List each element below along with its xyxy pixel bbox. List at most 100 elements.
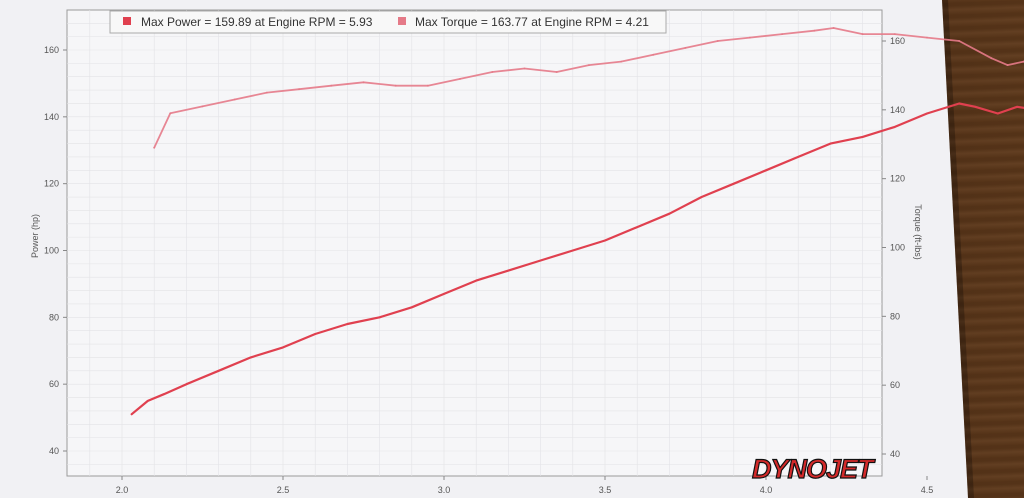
torque-data-point	[394, 84, 397, 87]
right-tick-label: 100	[890, 243, 905, 253]
left-axis-label: Power (hp)	[30, 214, 40, 258]
legend: Max Power = 159.89 at Engine RPM = 5.93 …	[109, 10, 667, 34]
power-data-point	[539, 259, 542, 262]
torque-data-point	[427, 84, 429, 87]
power-data-point	[996, 112, 999, 115]
torque-data-point	[523, 67, 526, 70]
left-axis-ticks: 160 140 120 100 80 60 40	[44, 45, 67, 456]
torque-data-point	[832, 27, 835, 29]
power-data-point	[829, 142, 832, 145]
torque-data-point	[893, 33, 896, 35]
left-tick-label: 160	[44, 45, 59, 55]
power-data-point	[249, 356, 252, 359]
left-tick-label: 40	[49, 446, 59, 456]
power-data-point	[861, 136, 864, 138]
power-data-point	[378, 316, 381, 319]
torque-data-point	[491, 71, 494, 73]
torque-data-point	[716, 40, 719, 42]
x-axis-ticks: 2.02.53.03.54.04.55.05.56.06.5	[116, 476, 934, 495]
x-tick-label: 3.0	[438, 485, 451, 495]
power-data-point	[732, 182, 735, 185]
power-data-point	[893, 126, 896, 128]
power-data-point	[958, 102, 961, 105]
right-axis-ticks: 160 140 120 100 80 60 40	[882, 36, 905, 459]
power-data-point	[765, 169, 767, 172]
torque-data-point	[861, 33, 864, 35]
power-data-point	[571, 249, 574, 252]
torque-data-point	[362, 81, 365, 84]
right-tick-label: 120	[890, 174, 905, 184]
left-tick-label: 80	[49, 312, 59, 322]
torque-series-line	[153, 27, 1024, 149]
legend-entry-torque: Max Torque = 163.77 at Engine RPM = 4.21	[415, 15, 649, 29]
power-data-point	[410, 306, 413, 309]
torque-data-point	[555, 71, 558, 73]
right-axis-label: Torque (ft-lbs)	[913, 204, 923, 260]
torque-data-point	[813, 29, 816, 32]
power-data-point	[475, 279, 478, 282]
power-data-point	[700, 196, 703, 198]
torque-data-point	[781, 33, 783, 35]
torque-data-point	[298, 88, 300, 91]
power-data-point	[282, 346, 284, 349]
x-tick-label: 3.5	[599, 485, 612, 495]
torque-data-point	[588, 64, 590, 66]
power-data-point	[314, 333, 317, 335]
torque-data-point	[652, 53, 655, 56]
torque-data-point	[153, 146, 156, 149]
torque-data-point	[620, 60, 622, 63]
power-data-point	[346, 323, 349, 325]
power-data-point	[668, 212, 671, 215]
torque-data-point	[958, 40, 961, 42]
legend-entry-power: Max Power = 159.89 at Engine RPM = 5.93	[141, 15, 373, 29]
legend-swatch-power	[123, 17, 131, 25]
power-data-point	[217, 369, 220, 372]
torque-data-point	[169, 112, 172, 115]
x-tick-label: 2.5	[277, 485, 290, 495]
right-tick-label: 160	[890, 36, 905, 46]
series-layer	[130, 27, 1024, 416]
torque-data-point	[201, 105, 204, 108]
torque-data-point	[330, 84, 333, 87]
torque-data-point	[233, 98, 236, 101]
power-data-point	[604, 239, 606, 242]
power-data-point	[926, 112, 928, 115]
left-tick-label: 100	[44, 246, 59, 256]
power-data-point	[130, 413, 133, 416]
dynojet-logo: DYNOJET	[751, 453, 877, 484]
power-data-point	[163, 393, 165, 396]
torque-data-point	[990, 57, 993, 60]
left-tick-label: 120	[44, 179, 59, 189]
left-tick-label: 140	[44, 112, 59, 122]
power-data-point	[146, 400, 149, 402]
plot-area	[66, 9, 883, 477]
right-tick-label: 60	[890, 380, 900, 390]
x-tick-label: 2.0	[116, 485, 129, 495]
legend-box	[109, 10, 667, 34]
torque-data-point	[266, 91, 268, 94]
dynojet-logo-text: DYNOJET	[752, 454, 876, 484]
torque-data-point	[749, 36, 751, 39]
x-tick-label: 4.5	[921, 485, 934, 495]
right-tick-label: 80	[890, 311, 900, 321]
right-tick-label: 40	[890, 449, 900, 459]
power-data-point	[636, 226, 639, 229]
paper-shadow	[942, 0, 974, 498]
power-data-point	[1016, 105, 1019, 108]
right-tick-label: 140	[890, 105, 905, 115]
power-series-line	[130, 102, 1024, 416]
x-tick-label: 4.0	[760, 485, 773, 495]
torque-data-point	[684, 47, 687, 49]
power-data-point	[185, 383, 188, 386]
power-data-point	[974, 105, 977, 108]
torque-data-point	[459, 78, 461, 80]
power-data-point	[507, 269, 510, 272]
left-tick-label: 60	[49, 379, 59, 389]
power-data-point	[443, 293, 445, 295]
torque-data-point	[1006, 64, 1009, 66]
torque-data-point	[926, 36, 928, 39]
legend-swatch-torque	[398, 17, 406, 25]
power-data-point	[797, 156, 800, 158]
